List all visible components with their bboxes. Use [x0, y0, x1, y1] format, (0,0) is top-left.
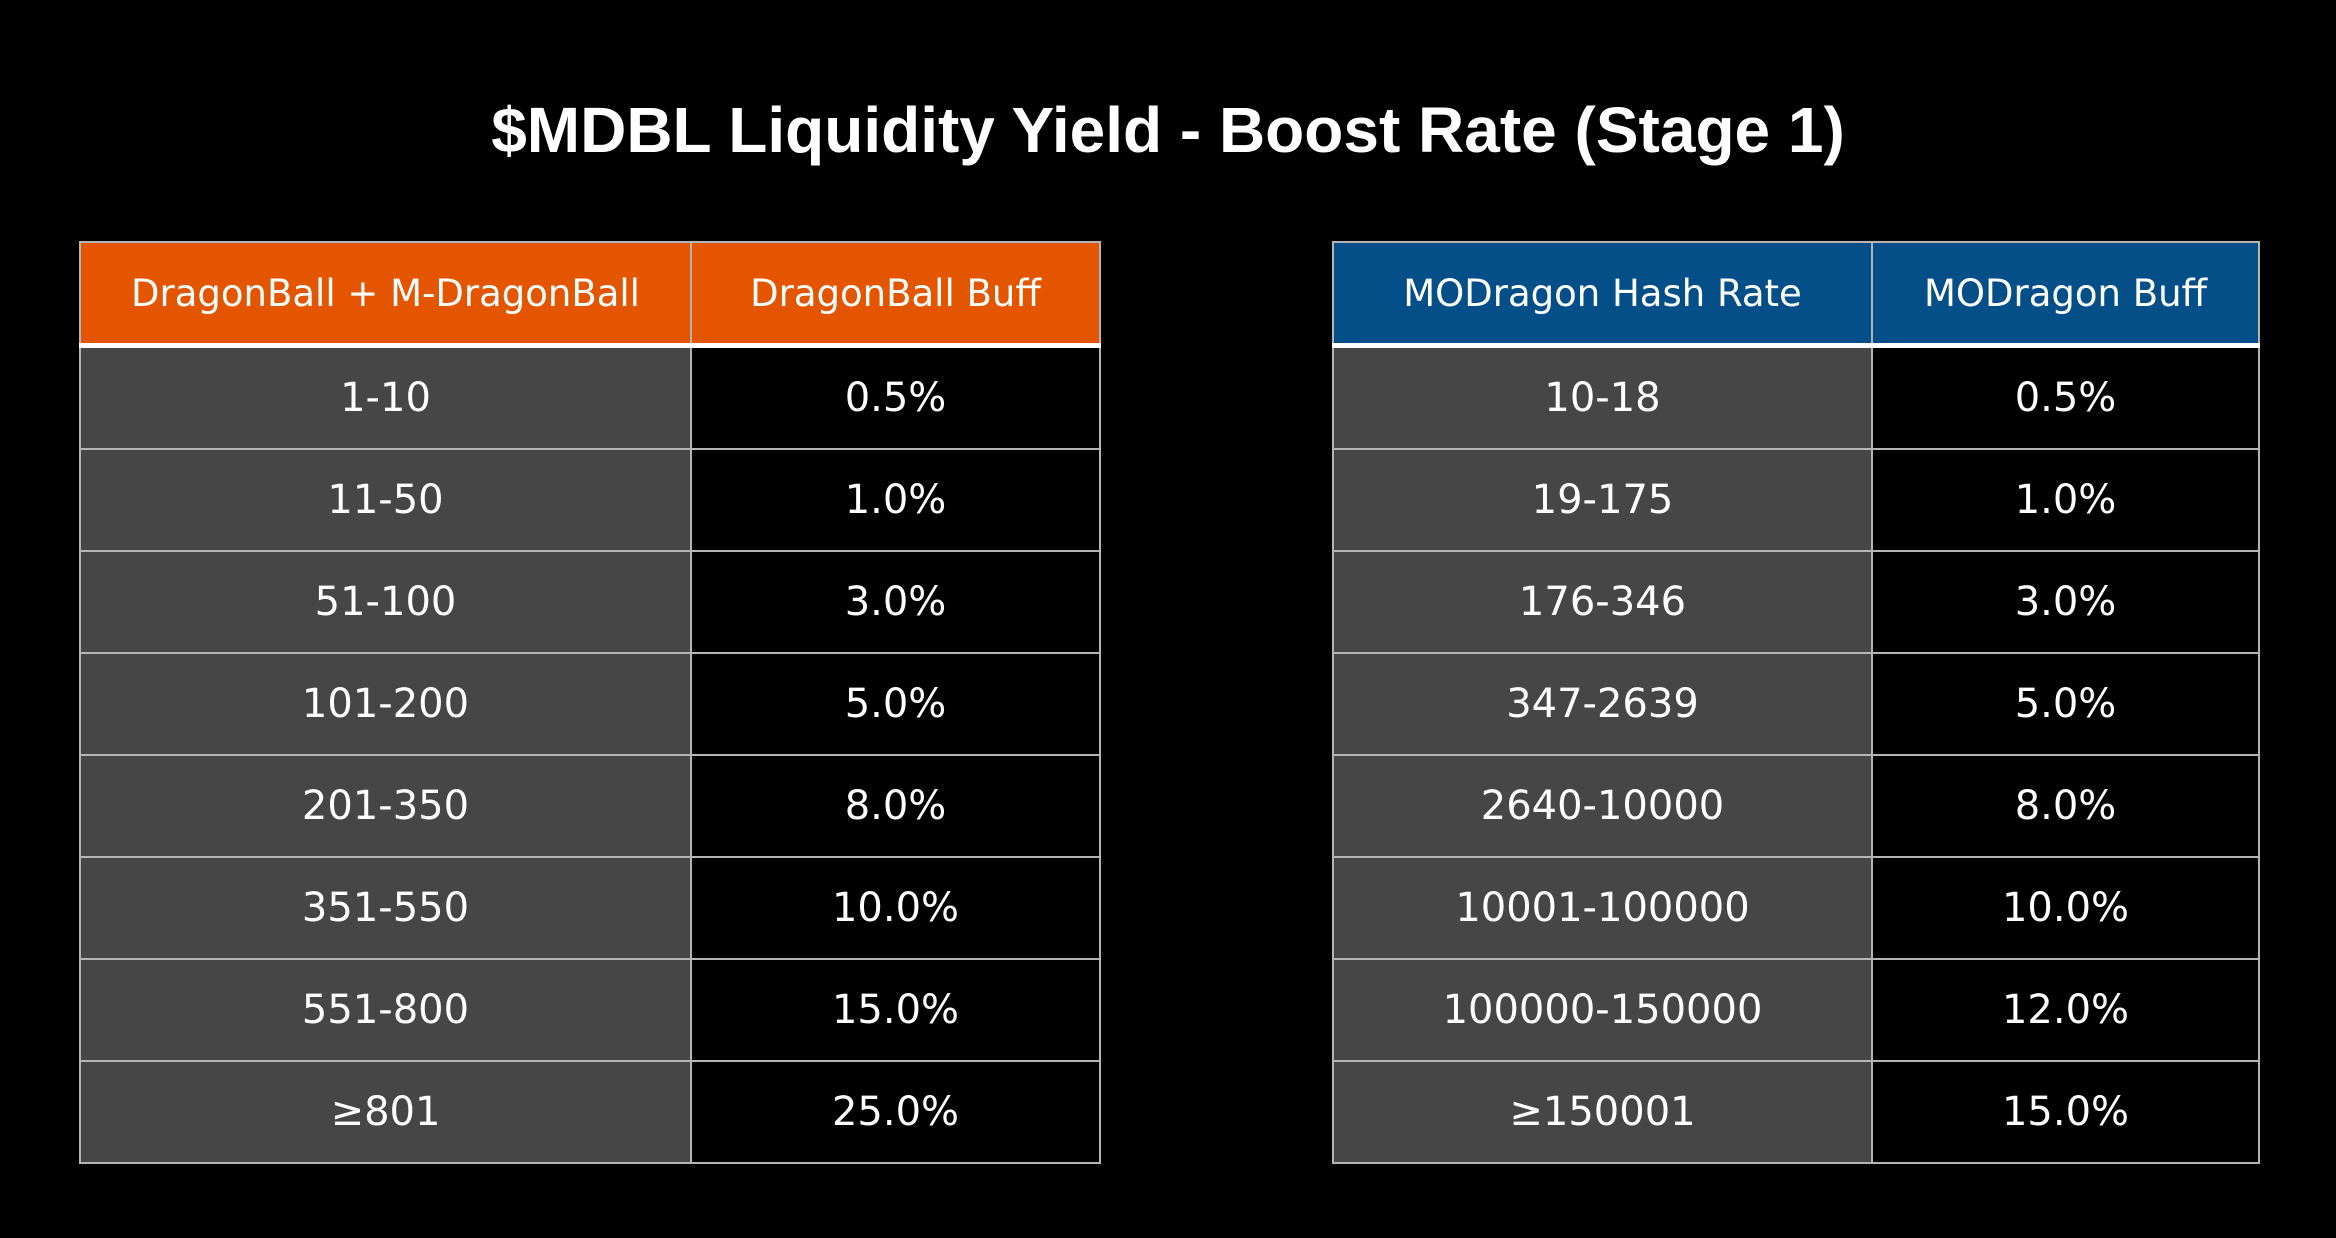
buff-cell: 3.0%: [1871, 550, 2260, 654]
buff-cell: 3.0%: [690, 550, 1101, 654]
dragonball-buff-table: DragonBall + M-DragonBall DragonBall Buf…: [79, 241, 1101, 1164]
table-row: 11-50 1.0%: [79, 448, 1101, 552]
buff-cell: 25.0%: [690, 1060, 1101, 1164]
column-header-dragonball-count: DragonBall + M-DragonBall: [79, 241, 692, 347]
table-row: 176-346 3.0%: [1332, 550, 2260, 654]
buff-cell: 1.0%: [690, 448, 1101, 552]
table-row: 101-200 5.0%: [79, 652, 1101, 756]
table-row: 2640-10000 8.0%: [1332, 754, 2260, 858]
column-header-modragon-buff: MODragon Buff: [1871, 241, 2260, 347]
range-cell: ≥150001: [1332, 1060, 1873, 1164]
buff-cell: 15.0%: [690, 958, 1101, 1062]
range-cell: 551-800: [79, 958, 692, 1062]
buff-cell: 10.0%: [1871, 856, 2260, 960]
page-title: $MDBL Liquidity Yield - Boost Rate (Stag…: [491, 94, 1845, 166]
table-row: 201-350 8.0%: [79, 754, 1101, 858]
range-cell: 347-2639: [1332, 652, 1873, 756]
range-cell: 100000-150000: [1332, 958, 1873, 1062]
buff-cell: 15.0%: [1871, 1060, 2260, 1164]
buff-cell: 8.0%: [690, 754, 1101, 858]
table-row: 551-800 15.0%: [79, 958, 1101, 1062]
range-cell: 101-200: [79, 652, 692, 756]
buff-cell: 0.5%: [1871, 343, 2260, 450]
range-cell: 1-10: [79, 343, 692, 450]
table-row: 1-10 0.5%: [79, 343, 1101, 450]
table-row: ≥801 25.0%: [79, 1060, 1101, 1164]
buff-cell: 10.0%: [690, 856, 1101, 960]
table-header-row: MODragon Hash Rate MODragon Buff: [1332, 241, 2260, 347]
range-cell: 11-50: [79, 448, 692, 552]
table-row: 19-175 1.0%: [1332, 448, 2260, 552]
table-header-row: DragonBall + M-DragonBall DragonBall Buf…: [79, 241, 1101, 347]
range-cell: 201-350: [79, 754, 692, 858]
column-header-hash-rate: MODragon Hash Rate: [1332, 241, 1873, 347]
range-cell: 10-18: [1332, 343, 1873, 450]
buff-cell: 12.0%: [1871, 958, 2260, 1062]
range-cell: ≥801: [79, 1060, 692, 1164]
range-cell: 51-100: [79, 550, 692, 654]
range-cell: 351-550: [79, 856, 692, 960]
range-cell: 2640-10000: [1332, 754, 1873, 858]
range-cell: 176-346: [1332, 550, 1873, 654]
table-row: ≥150001 15.0%: [1332, 1060, 2260, 1164]
buff-cell: 5.0%: [690, 652, 1101, 756]
range-cell: 10001-100000: [1332, 856, 1873, 960]
buff-cell: 8.0%: [1871, 754, 2260, 858]
column-header-dragonball-buff: DragonBall Buff: [690, 241, 1101, 347]
buff-cell: 0.5%: [690, 343, 1101, 450]
table-row: 10001-100000 10.0%: [1332, 856, 2260, 960]
table-row: 10-18 0.5%: [1332, 343, 2260, 450]
buff-cell: 1.0%: [1871, 448, 2260, 552]
buff-cell: 5.0%: [1871, 652, 2260, 756]
range-cell: 19-175: [1332, 448, 1873, 552]
table-row: 100000-150000 12.0%: [1332, 958, 2260, 1062]
table-row: 351-550 10.0%: [79, 856, 1101, 960]
table-row: 51-100 3.0%: [79, 550, 1101, 654]
modragon-buff-table: MODragon Hash Rate MODragon Buff 10-18 0.…: [1332, 241, 2260, 1164]
table-row: 347-2639 5.0%: [1332, 652, 2260, 756]
